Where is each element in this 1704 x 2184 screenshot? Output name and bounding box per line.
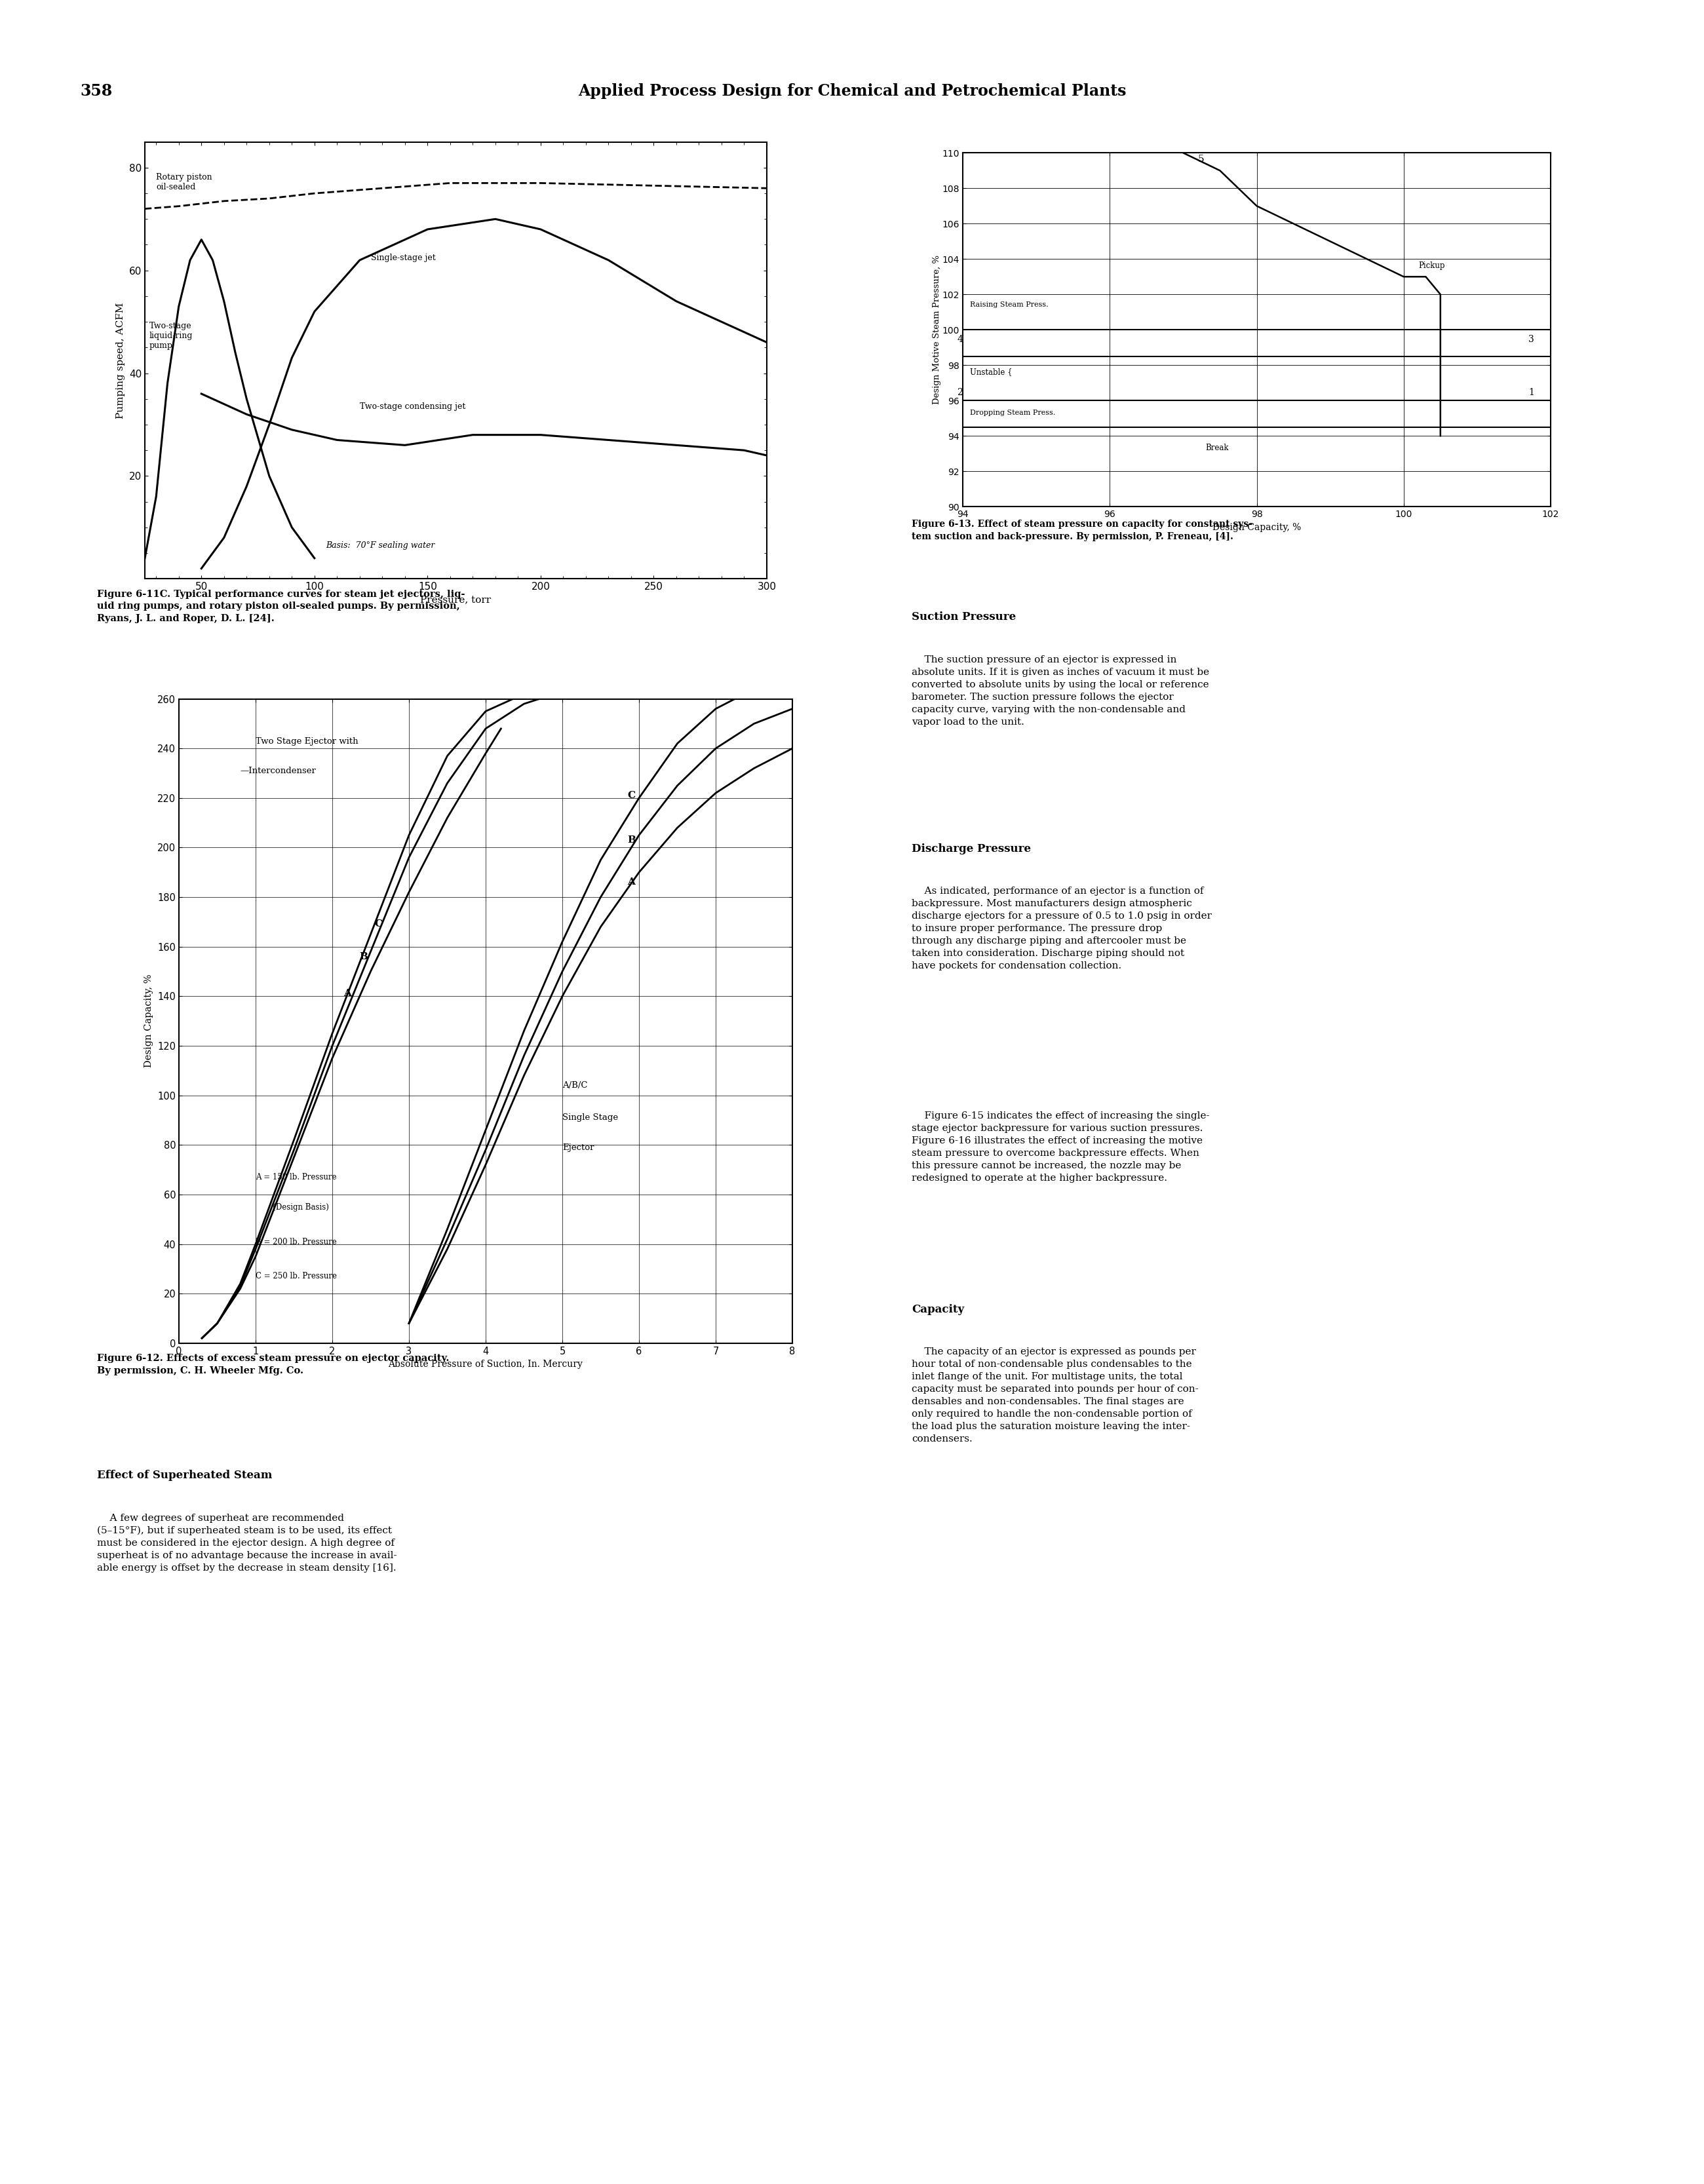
Text: Rotary piston
oil-sealed: Rotary piston oil-sealed xyxy=(157,173,213,192)
Text: —Intercondenser: —Intercondenser xyxy=(240,767,317,775)
Text: Single-stage jet: Single-stage jet xyxy=(371,253,436,262)
Text: 2: 2 xyxy=(958,389,963,397)
Text: Raising Steam Press.: Raising Steam Press. xyxy=(970,301,1048,308)
Text: (Design Basis): (Design Basis) xyxy=(256,1203,329,1212)
Text: A: A xyxy=(344,989,351,998)
Y-axis label: Design Motive Steam Pressure, %: Design Motive Steam Pressure, % xyxy=(932,256,941,404)
Text: A/B/C: A/B/C xyxy=(562,1081,588,1090)
Text: Capacity: Capacity xyxy=(912,1304,964,1315)
Text: Two-stage condensing jet: Two-stage condensing jet xyxy=(360,402,465,411)
Text: The suction pressure of an ejector is expressed in
absolute units. If it is give: The suction pressure of an ejector is ex… xyxy=(912,655,1210,727)
Text: Effect of Superheated Steam: Effect of Superheated Steam xyxy=(97,1470,273,1481)
Text: 1: 1 xyxy=(1528,389,1534,397)
Text: A: A xyxy=(627,878,636,887)
Text: Figure 6-15 indicates the effect of increasing the single-
stage ejector backpre: Figure 6-15 indicates the effect of incr… xyxy=(912,1112,1210,1184)
Text: A = 150 lb. Pressure: A = 150 lb. Pressure xyxy=(256,1173,337,1182)
Text: 4: 4 xyxy=(958,334,963,345)
Text: Figure 6-13. Effect of steam pressure on capacity for constant sys-
tem suction : Figure 6-13. Effect of steam pressure on… xyxy=(912,520,1252,542)
Text: Discharge Pressure: Discharge Pressure xyxy=(912,843,1031,854)
Y-axis label: Design Capacity, %: Design Capacity, % xyxy=(145,974,153,1068)
Text: As indicated, performance of an ejector is a function of
backpressure. Most manu: As indicated, performance of an ejector … xyxy=(912,887,1212,970)
Text: Ejector: Ejector xyxy=(562,1142,595,1151)
X-axis label: Design Capacity, %: Design Capacity, % xyxy=(1212,522,1302,533)
Text: Single Stage: Single Stage xyxy=(562,1114,619,1123)
Text: 358: 358 xyxy=(80,83,112,98)
Text: B = 200 lb. Pressure: B = 200 lb. Pressure xyxy=(256,1238,337,1247)
Text: Suction Pressure: Suction Pressure xyxy=(912,612,1016,622)
Y-axis label: Pumping speed, ACFM: Pumping speed, ACFM xyxy=(116,301,126,419)
Text: Two-stage
liquid-ring
pump: Two-stage liquid-ring pump xyxy=(150,321,193,349)
Text: C: C xyxy=(627,791,636,799)
Text: C: C xyxy=(375,919,382,928)
Text: Applied Process Design for Chemical and Petrochemical Plants: Applied Process Design for Chemical and … xyxy=(578,83,1126,98)
X-axis label: Pressure, torr: Pressure, torr xyxy=(421,596,491,605)
X-axis label: Absolute Pressure of Suction, In. Mercury: Absolute Pressure of Suction, In. Mercur… xyxy=(389,1361,583,1369)
Text: Figure 6-12. Effects of excess steam pressure on ejector capacity.
By permission: Figure 6-12. Effects of excess steam pre… xyxy=(97,1354,450,1376)
Text: Break: Break xyxy=(1205,443,1229,452)
Text: The capacity of an ejector is expressed as pounds per
hour total of non-condensa: The capacity of an ejector is expressed … xyxy=(912,1348,1198,1444)
Text: Dropping Steam Press.: Dropping Steam Press. xyxy=(970,408,1055,415)
Text: Basis:  70°F sealing water: Basis: 70°F sealing water xyxy=(325,542,435,550)
Text: B: B xyxy=(360,952,368,961)
Text: 3: 3 xyxy=(1528,334,1534,345)
Text: 5: 5 xyxy=(1198,155,1205,164)
Text: Figure 6-11C. Typical performance curves for steam jet ejectors, liq-
uid ring p: Figure 6-11C. Typical performance curves… xyxy=(97,590,465,622)
Text: A few degrees of superheat are recommended
(5–15°F), but if superheated steam is: A few degrees of superheat are recommend… xyxy=(97,1514,397,1572)
Text: Two Stage Ejector with: Two Stage Ejector with xyxy=(256,736,358,745)
Text: B: B xyxy=(627,836,636,845)
Text: Pickup: Pickup xyxy=(1418,262,1445,271)
Text: C = 250 lb. Pressure: C = 250 lb. Pressure xyxy=(256,1271,337,1280)
Text: Unstable {: Unstable { xyxy=(970,367,1012,376)
